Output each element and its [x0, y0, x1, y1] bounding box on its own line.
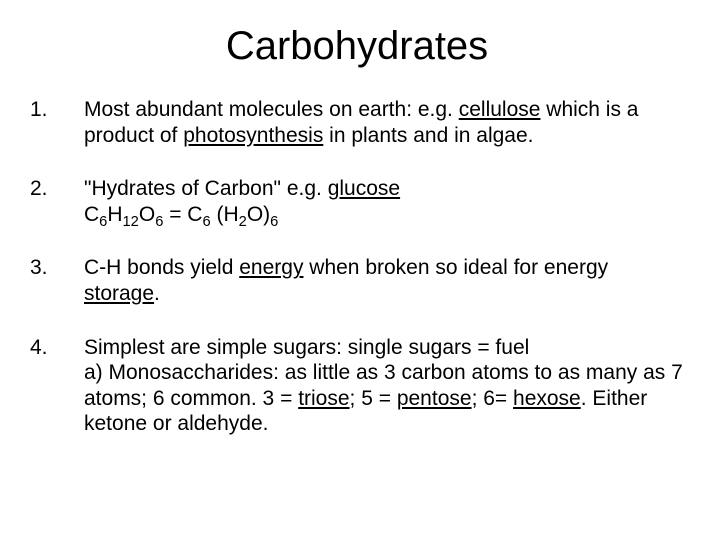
item-number: 2.	[30, 176, 84, 227]
list-item: 2. "Hydrates of Carbon" e.g. glucose C6H…	[30, 176, 684, 227]
item-body: C-H bonds yield energy when broken so id…	[84, 255, 684, 306]
list-item: 4. Simplest are simple sugars: single su…	[30, 335, 684, 437]
list-item: 3. C-H bonds yield energy when broken so…	[30, 255, 684, 306]
item-number: 3.	[30, 255, 84, 306]
page-title: Carbohydrates	[30, 24, 684, 69]
item-number: 1.	[30, 97, 84, 148]
item-number: 4.	[30, 335, 84, 437]
item-body: "Hydrates of Carbon" e.g. glucose C6H12O…	[84, 176, 684, 227]
item-body: Most abundant molecules on earth: e.g. c…	[84, 97, 684, 148]
list-item: 1. Most abundant molecules on earth: e.g…	[30, 97, 684, 148]
item-body: Simplest are simple sugars: single sugar…	[84, 335, 684, 437]
numbered-list: 1. Most abundant molecules on earth: e.g…	[30, 97, 684, 437]
